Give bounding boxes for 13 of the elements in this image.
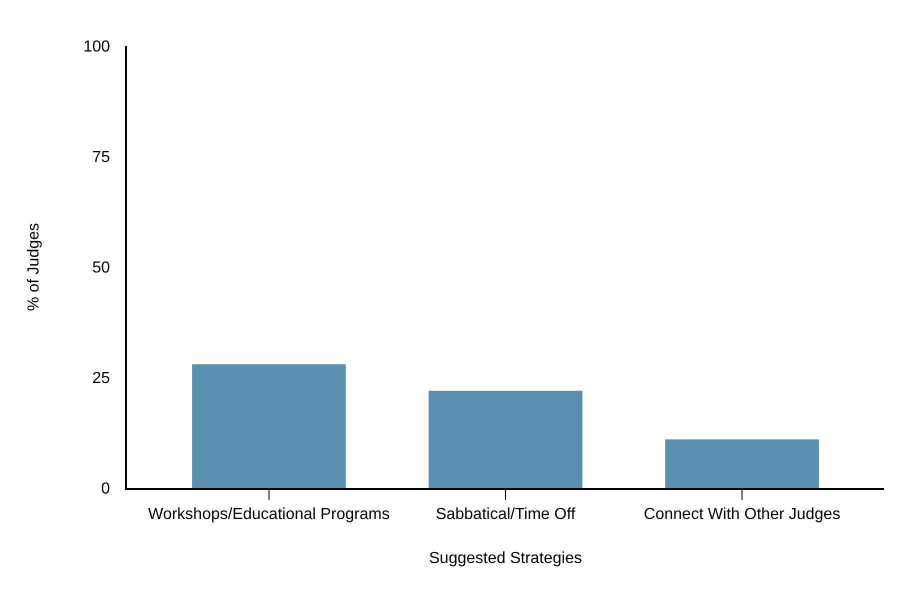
y-tick-label: 100 — [83, 38, 110, 56]
bar — [665, 439, 819, 488]
y-tick-label: 0 — [101, 480, 110, 498]
bar — [428, 390, 582, 488]
bar — [192, 364, 346, 488]
y-tick-label: 75 — [92, 149, 110, 166]
x-tick-label: Workshops/Educational Programs — [148, 506, 390, 523]
y-tick-label: 50 — [92, 260, 110, 277]
x-axis-title: Suggested Strategies — [429, 550, 582, 568]
x-tick-label: Connect With Other Judges — [644, 506, 840, 523]
y-tick-label: 25 — [92, 370, 110, 388]
x-tick-label: Sabbatical/Time Off — [436, 506, 576, 523]
y-axis-title: % of Judges — [26, 222, 43, 312]
